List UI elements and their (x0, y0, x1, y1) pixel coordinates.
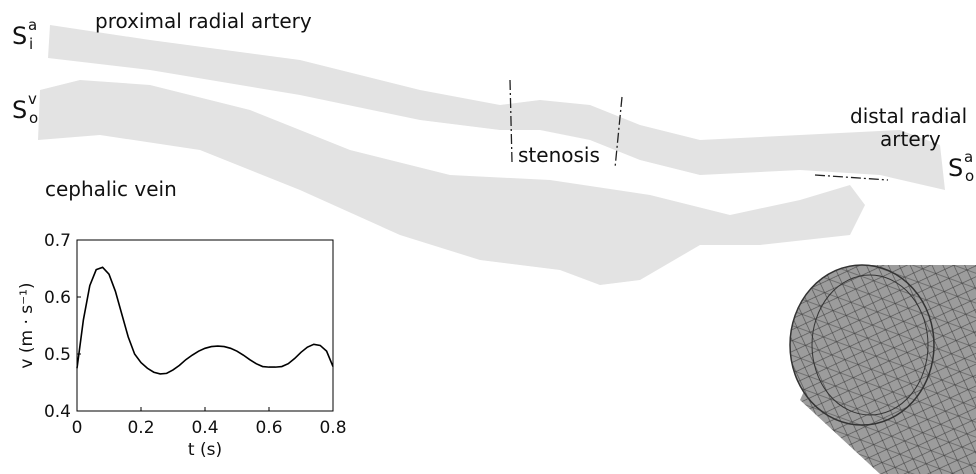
symbol: S (948, 154, 963, 182)
symbol-sub: o (965, 167, 974, 185)
x-tick-label: 0.2 (127, 418, 154, 438)
mesh (789, 264, 976, 474)
x-axis-label: t (s) (188, 440, 222, 460)
section-lines (509, 79, 889, 181)
label: cephalic vein (45, 177, 177, 201)
symbol: S (12, 96, 27, 124)
symbol-sup: a (964, 148, 973, 166)
data-line (76, 266, 334, 375)
plot-frame (76, 239, 334, 412)
y-axis-label: v (m · s⁻¹) (17, 282, 37, 368)
inset-chart: 0 0.2 0.4 0.6 0.8 0.4 0.5 0.6 0.7 t (s) v (m · s⁻¹… (17, 231, 347, 460)
symbol-sub: o (29, 109, 38, 127)
label: proximal radial artery (95, 9, 312, 33)
symbol-sup: v (28, 90, 37, 108)
y-tick-label: 0.5 (44, 345, 71, 365)
artery (48, 25, 945, 190)
x-tick-label: 0 (72, 418, 83, 438)
y-tick-label: 0.4 (44, 402, 71, 422)
symbol-sup: a (28, 16, 37, 34)
x-tick-label: 0.8 (319, 418, 346, 438)
y-tick-label: 0.6 (44, 288, 71, 308)
x-tick-label: 0.6 (255, 418, 282, 438)
label: artery (880, 127, 941, 151)
symbol-sub: i (29, 35, 33, 53)
vein (38, 80, 865, 285)
symbol: S (12, 22, 27, 50)
x-tick-label: 0.4 (191, 418, 218, 438)
label: stenosis (518, 143, 600, 167)
y-tick-label: 0.7 (44, 231, 71, 251)
label: distal radial (850, 104, 967, 128)
